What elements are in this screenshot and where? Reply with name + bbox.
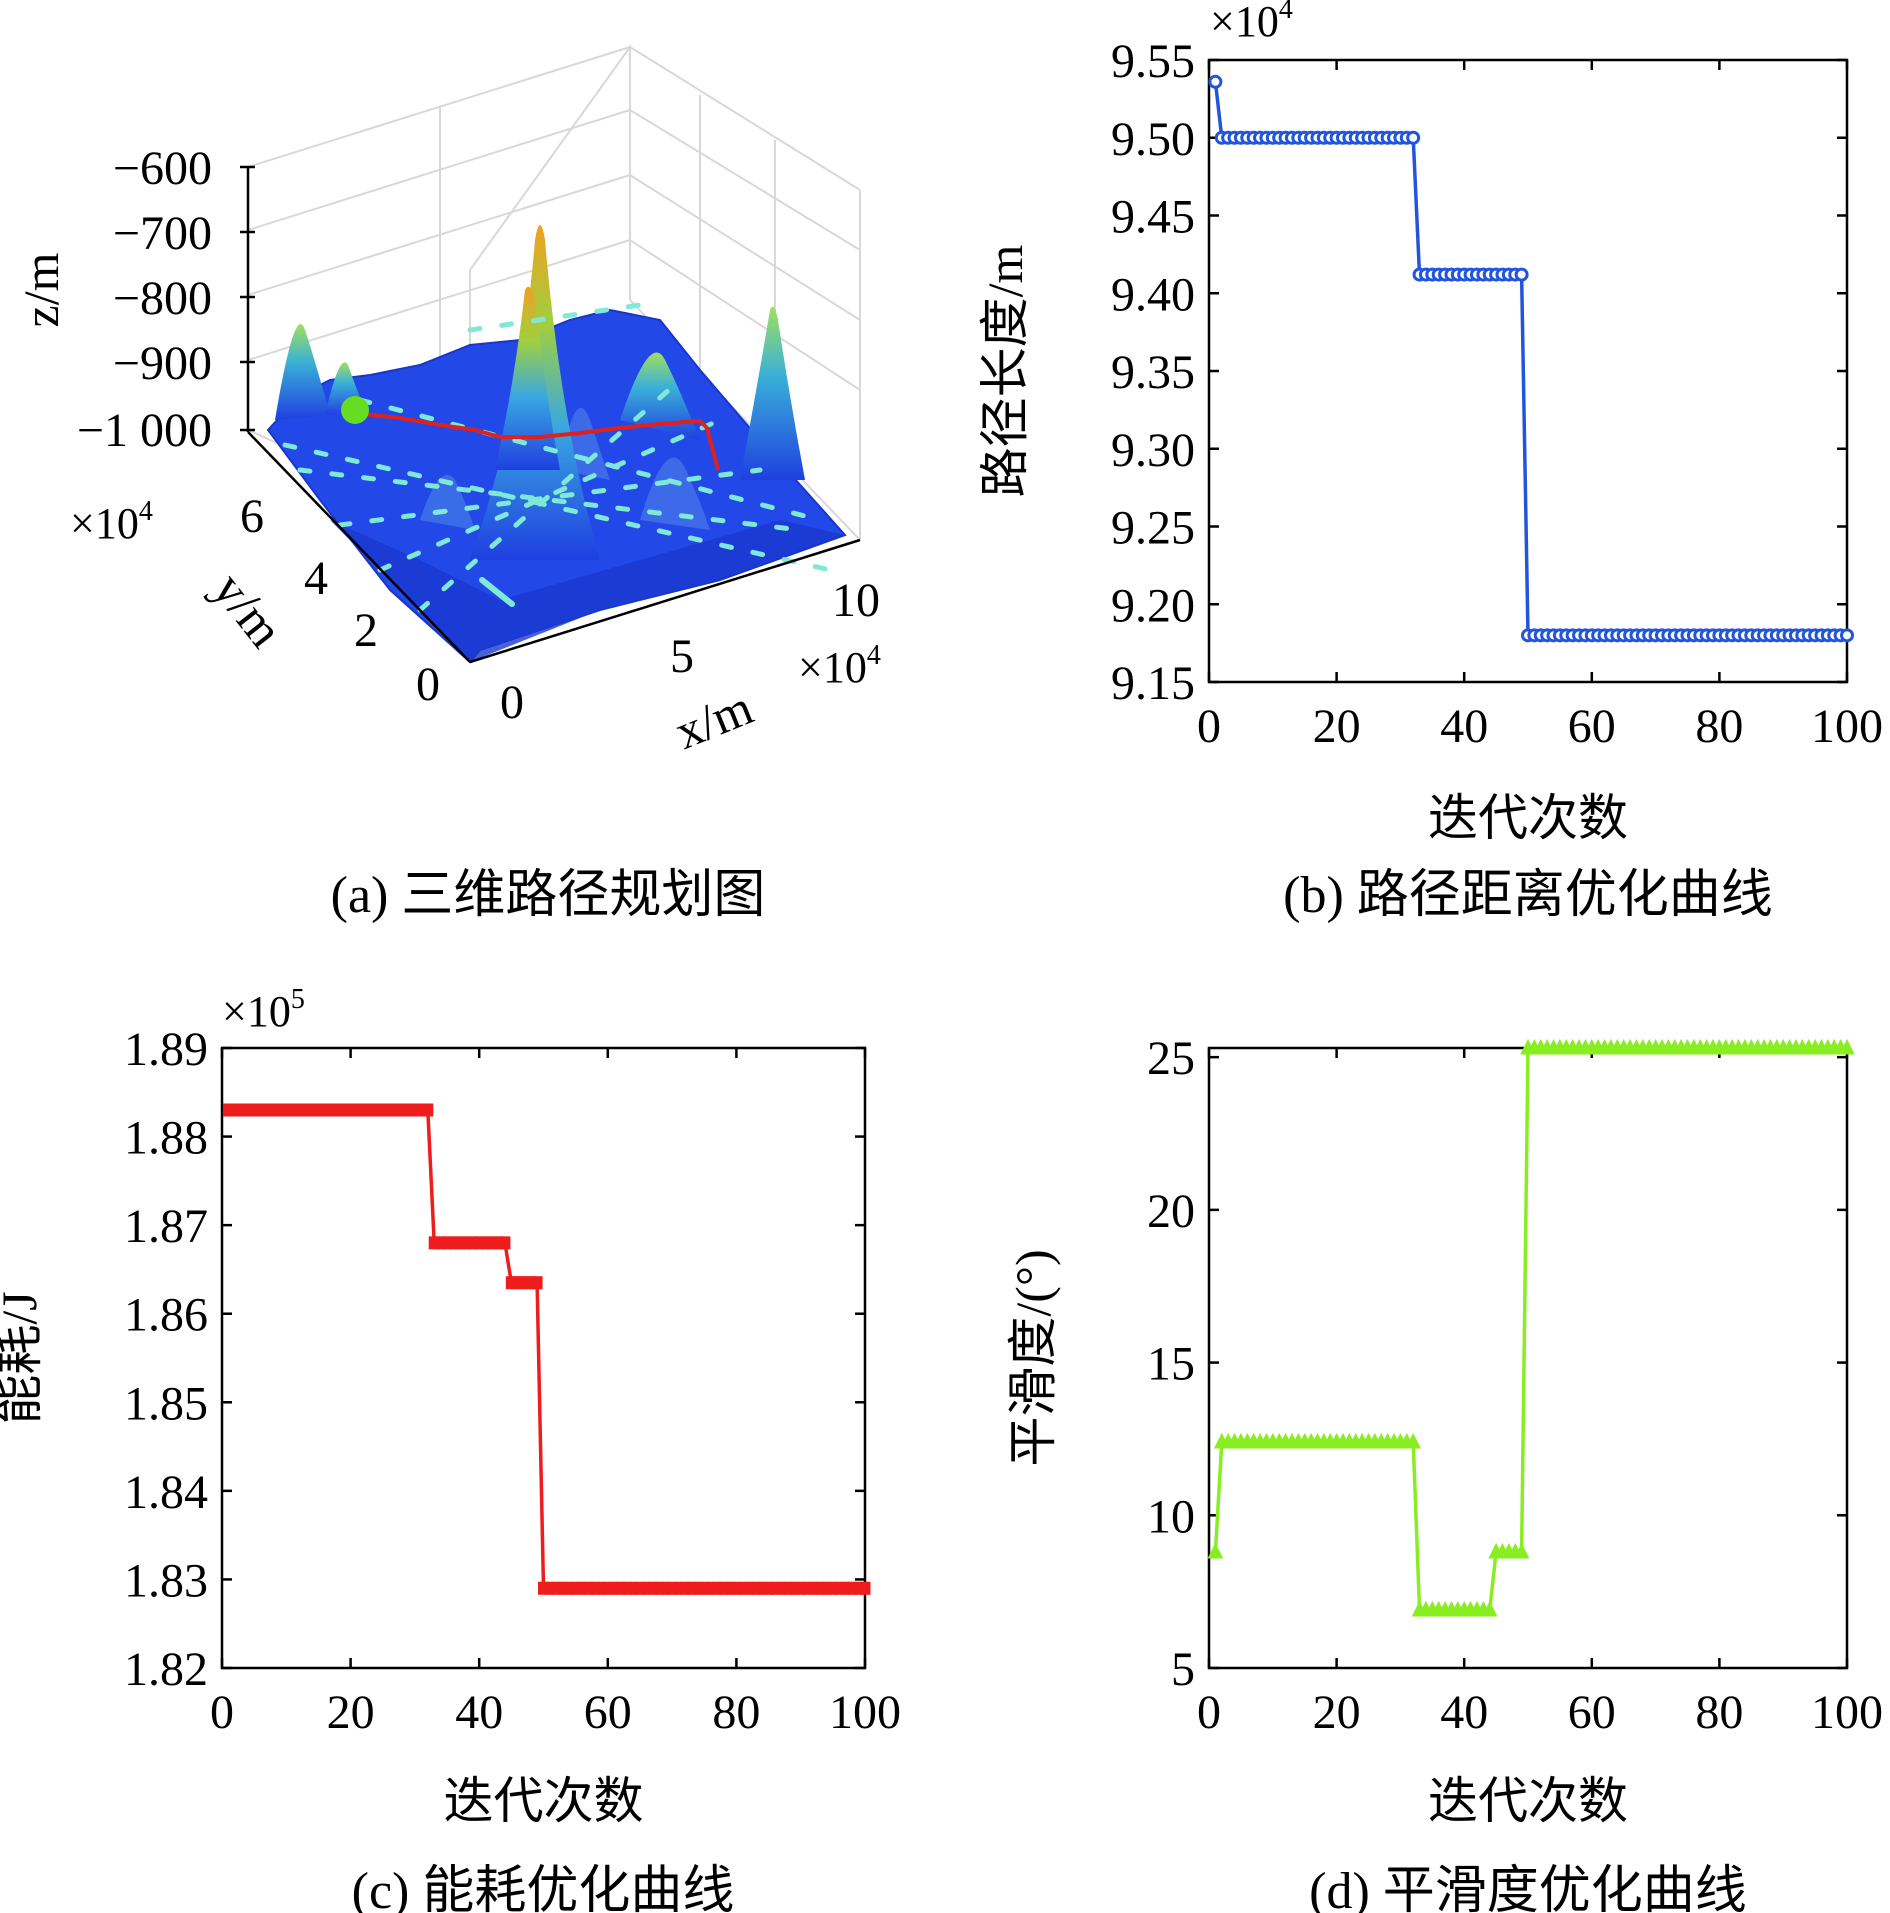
y-tick-label: 9.40 bbox=[1111, 268, 1195, 321]
y-axis-label: y/m bbox=[202, 562, 294, 658]
x-tick-label: 100 bbox=[829, 1686, 901, 1739]
x-tick-label: 40 bbox=[1440, 700, 1488, 753]
x-tick-label: 0 bbox=[1197, 1686, 1221, 1739]
y-tick-label: 0 bbox=[416, 658, 440, 711]
x-axis-label: 迭代次数 bbox=[444, 1773, 644, 1829]
data-point bbox=[1481, 1600, 1498, 1617]
z-tick-labels: −600 −700 −800 −900 −1 000 bbox=[77, 142, 212, 457]
y-tick-label: 9.45 bbox=[1111, 191, 1195, 244]
y-tick-label: 20 bbox=[1147, 1185, 1195, 1238]
y-multiplier: ×104 bbox=[70, 496, 153, 548]
y-tick-label: 4 bbox=[304, 552, 328, 605]
z-tick-label: −800 bbox=[113, 272, 212, 325]
panel-3d-path: −600 −700 −800 −900 −1 000 z/m 6 4 2 0 ×… bbox=[13, 43, 881, 924]
z-tick-label: −1 000 bbox=[77, 404, 212, 457]
x-axis-label: 迭代次数 bbox=[1428, 1773, 1628, 1829]
y-tick-label: 1.89 bbox=[124, 1023, 208, 1076]
y-tick-label: 9.30 bbox=[1111, 424, 1195, 477]
panel-path-length: 0 20 40 60 80 100 9.15 9.20 9.25 9.30 9.35 9.40 9.45… bbox=[977, 0, 1883, 924]
data-point bbox=[499, 1236, 511, 1250]
y-tick-label: 1.87 bbox=[124, 1200, 208, 1253]
z-axis-label: z/m bbox=[13, 252, 69, 327]
x-tick-label: 60 bbox=[584, 1686, 632, 1739]
y-axis-label: 能耗/J bbox=[0, 1291, 47, 1424]
y-tick-label: 2 bbox=[354, 604, 378, 657]
x-tick-label: 40 bbox=[455, 1686, 503, 1739]
y-tick-label: 9.25 bbox=[1111, 502, 1195, 555]
x-tick-label: 60 bbox=[1568, 700, 1616, 753]
data-point bbox=[1840, 628, 1854, 643]
data-point bbox=[531, 1276, 543, 1290]
y-tick-label: 9.15 bbox=[1111, 657, 1195, 710]
x-tick-labels: 0 5 10 bbox=[500, 574, 880, 729]
x-tick-label: 0 bbox=[1197, 700, 1221, 753]
x-axis-label: 迭代次数 bbox=[1428, 790, 1628, 846]
y-tick-label: 9.55 bbox=[1111, 35, 1195, 88]
y-tick-label: 10 bbox=[1147, 1490, 1195, 1543]
x-tick-label: 80 bbox=[712, 1686, 760, 1739]
y-axis-label: 平滑度/(°) bbox=[1005, 1249, 1061, 1466]
y-tick-label: 9.50 bbox=[1111, 113, 1195, 166]
x-tick-label: 5 bbox=[670, 630, 694, 683]
data-point bbox=[1514, 267, 1529, 282]
z-tick-label: −900 bbox=[113, 337, 212, 390]
data-point bbox=[1513, 1542, 1530, 1559]
start-point bbox=[341, 396, 369, 424]
y-multiplier: ×104 bbox=[1210, 0, 1293, 46]
x-tick-label: 100 bbox=[1811, 700, 1883, 753]
y-axis-label: 路径长度/m bbox=[977, 245, 1033, 498]
caption-a: (a) 三维路径规划图 bbox=[331, 867, 766, 924]
x-tick-label: 20 bbox=[1313, 700, 1361, 753]
series-line bbox=[1213, 1046, 1847, 1612]
y-tick-label: 15 bbox=[1147, 1338, 1195, 1391]
planned-path bbox=[354, 411, 720, 471]
panel-smoothness: 0 20 40 60 80 100 5 10 15 20 25 迭代次数 平滑度/(°) (d) 平滑度优… bbox=[1005, 1032, 1883, 1913]
data-point bbox=[1405, 1432, 1421, 1449]
current-arrows bbox=[282, 302, 833, 613]
caption-b: (b) 路径距离优化曲线 bbox=[1283, 867, 1773, 924]
y-tick-label: 6 bbox=[240, 490, 264, 543]
data-point bbox=[1207, 1542, 1224, 1559]
data-point bbox=[1839, 1038, 1855, 1055]
series-line bbox=[228, 1108, 865, 1591]
3d-axes bbox=[240, 165, 861, 664]
caption-c: (c) 能耗优化曲线 bbox=[352, 1863, 735, 1913]
series-line bbox=[1213, 81, 1847, 638]
y-tick-label: 1.85 bbox=[124, 1377, 208, 1430]
x-tick-label: 60 bbox=[1568, 1686, 1616, 1739]
data-point bbox=[859, 1581, 871, 1595]
x-tick-label: 80 bbox=[1695, 700, 1743, 753]
x-tick-label: 20 bbox=[1313, 1686, 1361, 1739]
y-tick-label: 1.86 bbox=[124, 1289, 208, 1342]
x-tick-label: 80 bbox=[1695, 1686, 1743, 1739]
y-tick-label: 9.35 bbox=[1111, 346, 1195, 399]
y-tick-label: 1.88 bbox=[124, 1112, 208, 1165]
x-tick-label: 40 bbox=[1440, 1686, 1488, 1739]
z-tick-label: −700 bbox=[113, 207, 212, 260]
y-tick-label: 9.20 bbox=[1111, 579, 1195, 632]
data-point bbox=[1406, 130, 1421, 145]
x-tick-label: 20 bbox=[327, 1686, 375, 1739]
plot-frame bbox=[220, 1046, 867, 1670]
y-tick-label: 25 bbox=[1147, 1032, 1195, 1085]
z-tick-label: −600 bbox=[113, 142, 212, 195]
y-tick-labels: 6 4 2 0 bbox=[240, 490, 440, 711]
data-point bbox=[422, 1103, 434, 1117]
x-tick-label: 0 bbox=[500, 676, 524, 729]
x-tick-label: 100 bbox=[1811, 1686, 1883, 1739]
caption-d: (d) 平滑度优化曲线 bbox=[1309, 1863, 1747, 1913]
panel-energy: 0 20 40 60 80 100 1.82 1.83 1.84 1.85 1.86 1.87 1.88… bbox=[0, 984, 901, 1913]
y-multiplier: ×105 bbox=[222, 984, 305, 1036]
x-tick-label: 0 bbox=[210, 1686, 234, 1739]
x-tick-label: 10 bbox=[832, 574, 880, 627]
x-multiplier: ×104 bbox=[798, 640, 881, 692]
data-point bbox=[1208, 74, 1223, 89]
y-tick-label: 1.83 bbox=[124, 1554, 208, 1607]
y-tick-label: 1.82 bbox=[124, 1643, 208, 1696]
y-tick-label: 5 bbox=[1171, 1643, 1195, 1696]
y-tick-label: 1.84 bbox=[124, 1466, 208, 1519]
x-axis-label: x/m bbox=[667, 679, 760, 760]
